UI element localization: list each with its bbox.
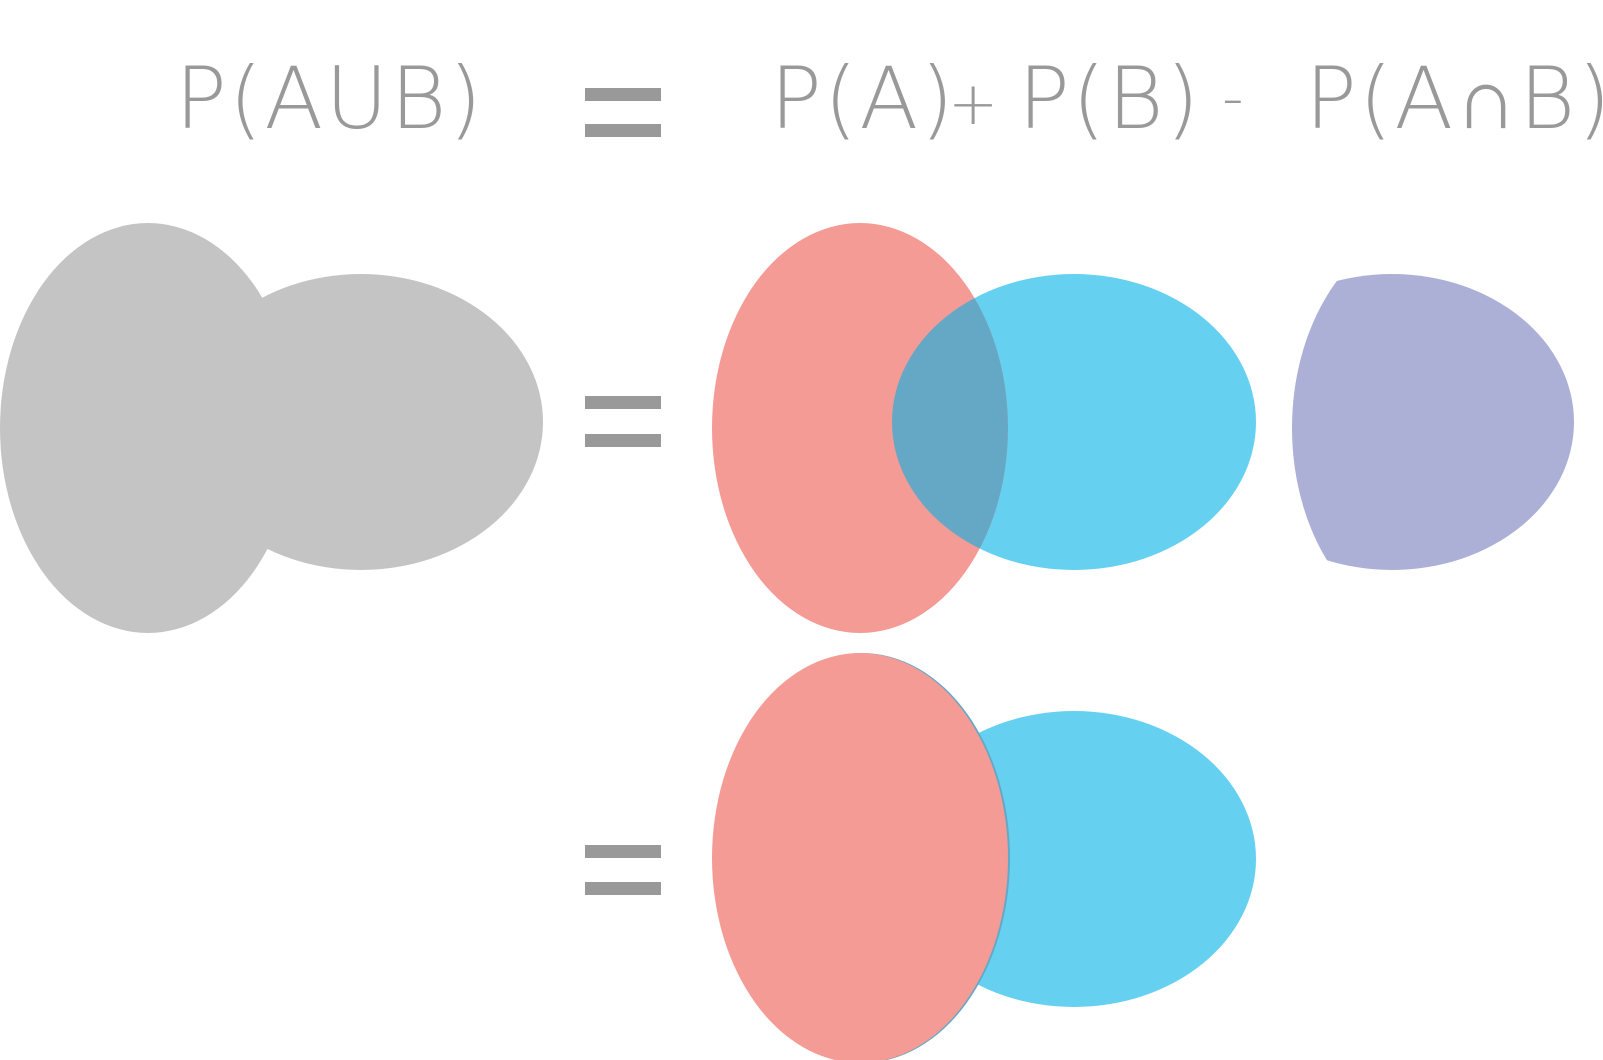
union-result-colored [712,653,1256,1060]
equals-sign-top [585,88,661,137]
formula-lhs: P(AUB) [175,49,484,149]
formula-term-b: P(B) [1018,49,1201,149]
intersection-shape [1292,274,1574,570]
overlap-region [892,274,1008,570]
equals-sign-middle [585,396,661,447]
formula-row: P(AUB) P(A) + P(B) - P(A∩B) [175,49,1603,149]
sets-a-and-b [712,223,1256,633]
set-a-ellipse [712,223,1008,633]
formula-plus: + [948,69,1000,139]
formula-term-a: P(A) [770,49,956,149]
result-set-a [712,653,1008,1060]
union-ellipse-a [0,223,296,633]
intersection-lens [1292,274,1574,570]
union-shape [0,223,543,633]
union-ellipse-b [179,274,543,570]
formula-term-intersection: P(A∩B) [1305,49,1603,149]
formula-minus: - [1222,63,1246,133]
equals-sign-bottom [585,845,661,895]
